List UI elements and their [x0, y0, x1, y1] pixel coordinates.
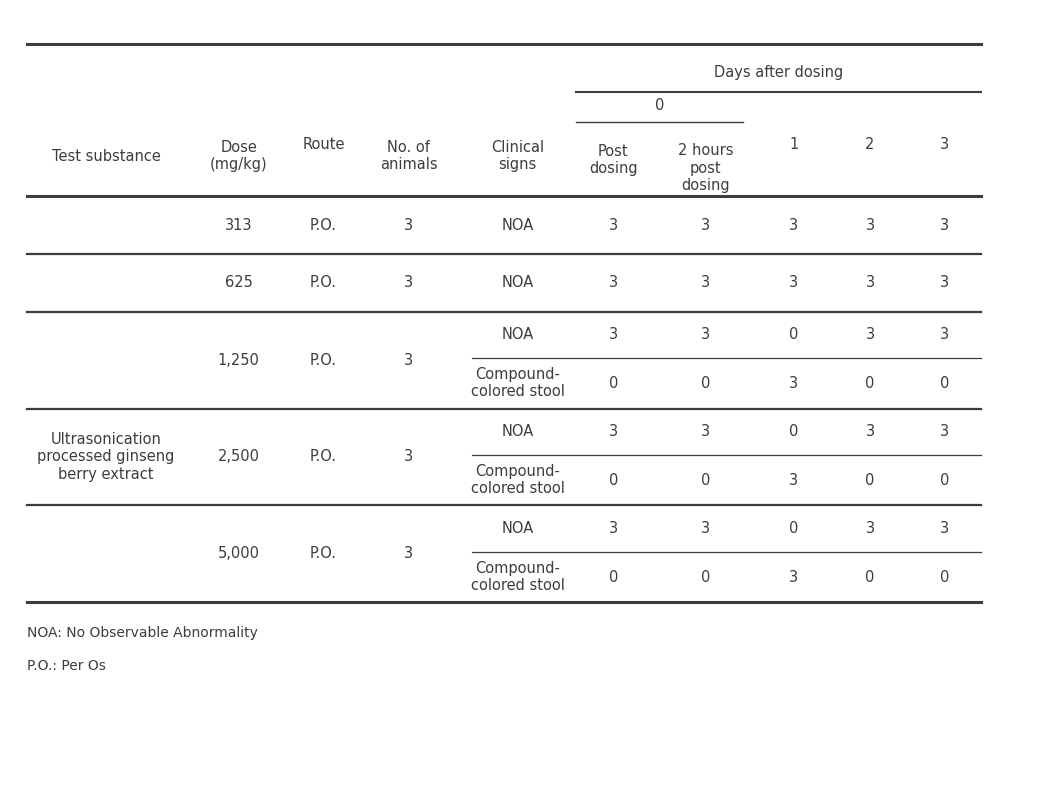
Text: 3: 3	[404, 218, 413, 232]
Text: 3: 3	[701, 328, 710, 342]
Text: 625: 625	[225, 276, 253, 290]
Text: NOA: NOA	[502, 521, 534, 536]
Text: 2,500: 2,500	[218, 449, 260, 465]
Text: 3: 3	[940, 218, 949, 232]
Text: 0: 0	[701, 570, 710, 585]
Text: 3: 3	[701, 425, 710, 439]
Text: 0: 0	[866, 473, 874, 488]
Text: 3: 3	[940, 521, 949, 536]
Text: 3: 3	[404, 352, 413, 368]
Text: 3: 3	[866, 276, 874, 290]
Text: 0: 0	[940, 570, 949, 585]
Text: 0: 0	[789, 521, 798, 536]
Text: 0: 0	[609, 570, 618, 585]
Text: 3: 3	[404, 449, 413, 465]
Text: 1,250: 1,250	[218, 352, 260, 368]
Text: Dose
(mg/kg): Dose (mg/kg)	[210, 140, 267, 172]
Text: 3: 3	[940, 425, 949, 439]
Text: 3: 3	[866, 328, 874, 342]
Text: No. of
animals: No. of animals	[380, 140, 437, 172]
Text: NOA: NOA	[502, 276, 534, 290]
Text: 0: 0	[701, 473, 710, 488]
Text: 3: 3	[940, 137, 949, 151]
Text: NOA: No Observable Abnormality: NOA: No Observable Abnormality	[27, 626, 258, 640]
Text: 5,000: 5,000	[218, 546, 260, 562]
Text: Compound-
colored stool: Compound- colored stool	[471, 561, 564, 594]
Text: NOA: NOA	[502, 218, 534, 232]
Text: 3: 3	[866, 218, 874, 232]
Text: Route: Route	[302, 137, 345, 151]
Text: 3: 3	[789, 276, 798, 290]
Text: 0: 0	[940, 376, 949, 391]
Text: 0: 0	[789, 328, 798, 342]
Text: 3: 3	[789, 473, 798, 488]
Text: 2: 2	[866, 137, 874, 151]
Text: 3: 3	[940, 276, 949, 290]
Text: 0: 0	[866, 570, 874, 585]
Text: NOA: NOA	[502, 425, 534, 439]
Text: 0: 0	[701, 376, 710, 391]
Text: 1: 1	[789, 137, 798, 151]
Text: Clinical
signs: Clinical signs	[491, 140, 544, 172]
Text: Post
dosing: Post dosing	[589, 144, 638, 176]
Text: P.O.: P.O.	[310, 449, 337, 465]
Text: P.O.: P.O.	[310, 546, 337, 562]
Text: 3: 3	[609, 425, 618, 439]
Text: 3: 3	[866, 521, 874, 536]
Text: P.O.: P.O.	[310, 276, 337, 290]
Text: 0: 0	[609, 473, 618, 488]
Text: NOA: NOA	[502, 328, 534, 342]
Text: 3: 3	[701, 521, 710, 536]
Text: 313: 313	[225, 218, 253, 232]
Text: 2 hours
post
dosing: 2 hours post dosing	[678, 143, 733, 193]
Text: 3: 3	[701, 276, 710, 290]
Text: 3: 3	[701, 218, 710, 232]
Text: 0: 0	[789, 425, 798, 439]
Text: 3: 3	[609, 218, 618, 232]
Text: 0: 0	[940, 473, 949, 488]
Text: Compound-
colored stool: Compound- colored stool	[471, 464, 564, 497]
Text: Compound-
colored stool: Compound- colored stool	[471, 367, 564, 400]
Text: 3: 3	[940, 328, 949, 342]
Text: Test substance: Test substance	[52, 149, 160, 163]
Text: 3: 3	[609, 328, 618, 342]
Text: 0: 0	[609, 376, 618, 391]
Text: 3: 3	[404, 546, 413, 562]
Text: Days after dosing: Days after dosing	[714, 65, 843, 79]
Text: P.O.: P.O.	[310, 352, 337, 368]
Text: 3: 3	[609, 521, 618, 536]
Text: 3: 3	[789, 218, 798, 232]
Text: 3: 3	[789, 570, 798, 585]
Text: 3: 3	[866, 425, 874, 439]
Text: P.O.: P.O.	[310, 218, 337, 232]
Text: 0: 0	[866, 376, 874, 391]
Text: P.O.: Per Os: P.O.: Per Os	[27, 659, 105, 674]
Text: 3: 3	[789, 376, 798, 391]
Text: Ultrasonication
processed ginseng
berry extract: Ultrasonication processed ginseng berry …	[37, 432, 175, 482]
Text: 3: 3	[609, 276, 618, 290]
Text: 3: 3	[404, 276, 413, 290]
Text: 0: 0	[655, 99, 664, 113]
